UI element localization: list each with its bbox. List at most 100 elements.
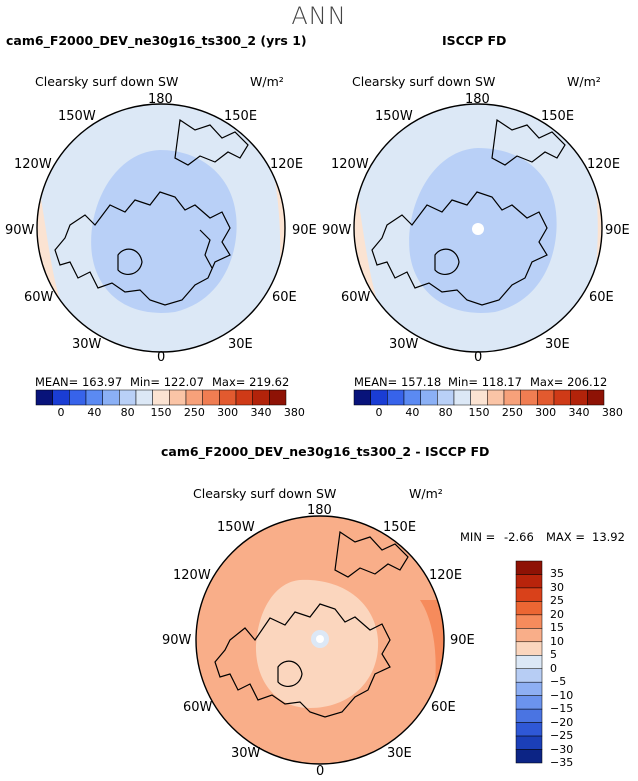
colorbar-difference-tick-label: 10	[550, 634, 564, 648]
lon-label-150e-diff: 150E	[383, 520, 417, 535]
colorbar-model-swatch	[135, 389, 153, 406]
colorbar-model-swatch	[169, 389, 187, 406]
lon-label-30e-diff: 30E	[387, 746, 412, 761]
stats-min-isccp: Min= 118.17	[448, 375, 522, 389]
colorbar-isccp-tick-label: 40	[405, 406, 420, 419]
lon-label-120w-model: 120W	[14, 157, 52, 172]
colorbar-difference-swatch	[515, 695, 543, 710]
colorbar-isccp-swatch	[453, 389, 471, 406]
units-label-isccp: W/m²	[567, 74, 601, 89]
lon-label-60e-model: 60E	[272, 290, 297, 305]
colorbar-model-tick-label: 340	[250, 406, 272, 419]
lon-label-60w-model: 60W	[24, 290, 54, 305]
lon-label-30w-isccp: 30W	[389, 337, 419, 352]
lon-label-180-model: 180	[148, 92, 173, 107]
colorbar-difference-swatch	[515, 749, 543, 764]
colorbar-model-tick-label: 150	[150, 406, 172, 419]
colorbar-difference-tick-label: 0	[550, 661, 557, 675]
stats-mean-model: MEAN= 163.97	[35, 375, 123, 389]
colorbar-model-swatch	[102, 389, 120, 406]
lon-label-150w-diff: 150W	[217, 520, 255, 535]
colorbar-difference-tick-label: −25	[550, 729, 574, 743]
colorbar-isccp-swatch	[370, 389, 388, 406]
diff-min-label: MIN =	[460, 530, 496, 544]
colorbar-model-tick-label: 40	[87, 406, 102, 419]
colorbar-difference-tick-label: −20	[550, 715, 574, 729]
map-model	[36, 103, 286, 353]
colorbar-difference-tick-label: 35	[550, 567, 564, 581]
stats-max-model: Max= 219.62	[212, 375, 290, 389]
colorbar-isccp-swatch	[403, 389, 421, 406]
colorbar-difference-swatch	[515, 641, 543, 656]
units-label-difference: W/m²	[409, 486, 443, 501]
colorbar-isccp-tick-label: 250	[501, 406, 523, 419]
stats-mean-isccp: MEAN= 157.18	[354, 375, 442, 389]
lon-label-150e-isccp: 150E	[541, 109, 575, 124]
colorbar-difference-swatch	[515, 681, 543, 696]
colorbar-isccp-swatch	[553, 389, 571, 406]
colorbar-isccp-swatch	[503, 389, 521, 406]
colorbar-difference-swatch	[515, 708, 543, 723]
colorbar-model-swatch	[52, 389, 70, 406]
colorbar-isccp-tick-label: 150	[468, 406, 490, 419]
variable-label-model: Clearsky surf down SW	[35, 74, 179, 89]
stats-max-isccp: Max= 206.12	[530, 375, 608, 389]
colorbar-isccp-tick-label: 0	[375, 406, 383, 419]
colorbar-model-swatch	[152, 389, 170, 406]
lon-label-60e-diff: 60E	[431, 700, 456, 715]
colorbar-difference-tick-label: 20	[550, 607, 564, 621]
lon-label-0-diff: 0	[316, 764, 325, 779]
colorbar-model-swatch	[219, 389, 237, 406]
lon-label-150e-model: 150E	[224, 109, 258, 124]
diff-max-label: MAX =	[546, 530, 585, 544]
season-title: ANN	[291, 2, 347, 30]
lon-label-90w-diff: 90W	[162, 633, 192, 648]
lon-label-90e-model: 90E	[292, 223, 317, 238]
lon-label-60e-isccp: 60E	[589, 290, 614, 305]
panel-title-isccp: ISCCP FD	[442, 33, 507, 48]
colorbar-model-swatch	[202, 389, 220, 406]
coastlines-diff	[214, 530, 409, 718]
diff-max-value: 13.92	[592, 530, 625, 544]
colorbar-isccp-swatch	[520, 389, 538, 406]
lon-label-30w-model: 30W	[72, 337, 102, 352]
colorbar-difference-tick-label: −30	[550, 742, 574, 756]
colorbar-model-tick-label: 0	[57, 406, 65, 419]
colorbar-model-swatch	[235, 389, 253, 406]
units-label-model: W/m²	[250, 74, 284, 89]
colorbar-difference-swatch	[515, 668, 543, 683]
map-model-band-150	[91, 150, 237, 313]
colorbar-model-tick-label: 80	[120, 406, 135, 419]
lon-label-120e-model: 120E	[270, 157, 304, 172]
colorbar-isccp-tick-label: 380	[601, 406, 623, 419]
lon-label-0-isccp: 0	[474, 350, 483, 365]
lon-label-120e-isccp: 120E	[587, 157, 621, 172]
lon-label-120w-diff: 120W	[173, 568, 211, 583]
lon-label-90w-isccp: 90W	[322, 223, 352, 238]
colorbar-difference-tick-label: 25	[550, 594, 564, 608]
colorbar-difference-swatch	[515, 587, 543, 602]
colorbar-difference-tick-label: −5	[550, 675, 567, 689]
lon-label-180-diff: 180	[307, 503, 332, 518]
colorbar-difference	[515, 560, 543, 764]
map-model-border	[36, 103, 286, 353]
colorbar-model-swatch	[35, 389, 53, 406]
lon-label-60w-isccp: 60W	[341, 290, 371, 305]
lon-label-60w-diff: 60W	[183, 700, 213, 715]
colorbar-isccp-swatch	[487, 389, 505, 406]
colorbar-difference-swatch	[515, 560, 543, 575]
colorbar-isccp	[353, 389, 605, 406]
stats-min-model: Min= 122.07	[130, 375, 204, 389]
coastlines-isccp	[371, 118, 566, 306]
colorbar-model-tick-label: 380	[283, 406, 305, 419]
colorbar-difference-swatch	[515, 628, 543, 643]
map-isccp	[353, 103, 603, 353]
colorbar-difference-tick-label: −10	[550, 688, 574, 702]
colorbar-isccp-swatch	[537, 389, 555, 406]
colorbar-model-tick-label: 250	[183, 406, 205, 419]
lon-label-30e-model: 30E	[228, 337, 253, 352]
lon-label-0-model: 0	[157, 350, 166, 365]
lon-label-180-isccp: 180	[465, 92, 490, 107]
colorbar-isccp-swatch	[420, 389, 438, 406]
variable-label-difference: Clearsky surf down SW	[193, 486, 337, 501]
